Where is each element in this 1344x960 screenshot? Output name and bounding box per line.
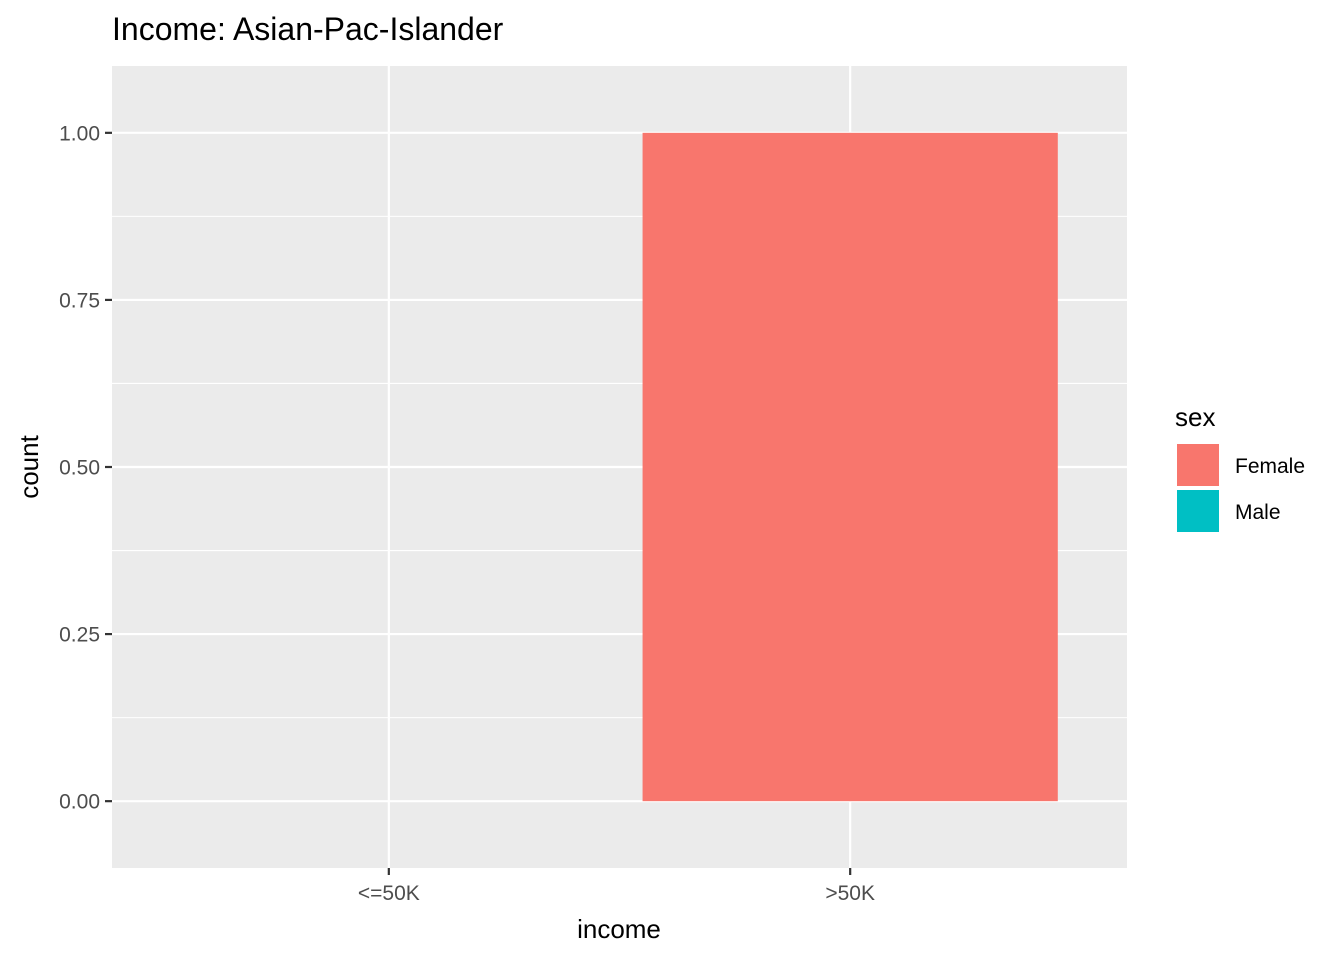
y-tick-label: 0.25 bbox=[59, 624, 100, 647]
legend-label-male: Male bbox=[1235, 501, 1281, 524]
bars bbox=[642, 132, 1058, 802]
legend: sex Female Male bbox=[1175, 402, 1305, 534]
y-tick-label: 0.75 bbox=[59, 289, 100, 312]
chart-title: Income: Asian-Pac-Islander bbox=[112, 11, 504, 47]
x-tick-label: <=50K bbox=[358, 882, 420, 905]
legend-key-female bbox=[1175, 442, 1221, 488]
legend-entries: Female Male bbox=[1175, 442, 1305, 534]
bar-female-2 bbox=[642, 132, 1058, 802]
y-tick-label: 0.00 bbox=[59, 791, 100, 814]
y-tick-label: 0.50 bbox=[59, 457, 100, 480]
x-axis: <=50K >50K bbox=[358, 868, 875, 905]
y-axis-title: count bbox=[14, 434, 44, 498]
legend-key-male bbox=[1175, 488, 1221, 534]
y-tick-label: 1.00 bbox=[59, 122, 100, 145]
y-axis: 0.00 0.25 0.50 0.75 1.00 bbox=[59, 122, 112, 814]
x-tick-label: >50K bbox=[825, 882, 875, 905]
legend-label-female: Female bbox=[1235, 455, 1305, 478]
legend-title: sex bbox=[1175, 402, 1215, 432]
x-axis-title: income bbox=[577, 914, 661, 944]
